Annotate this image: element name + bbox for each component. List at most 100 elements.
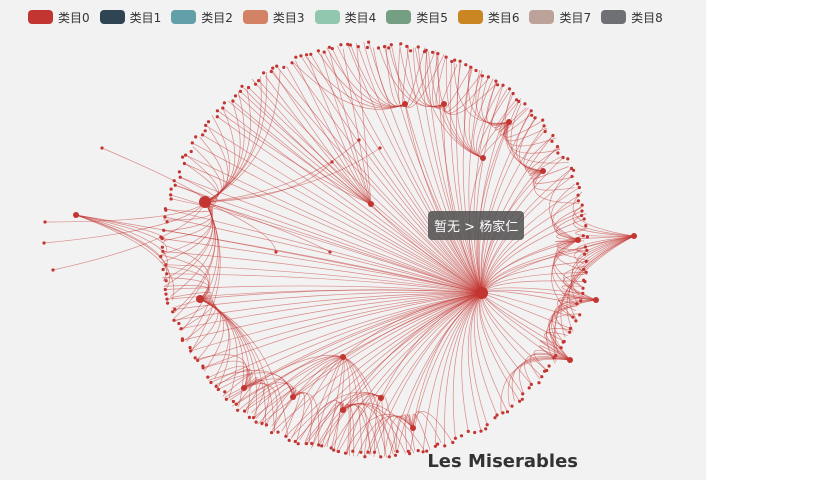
graph-node <box>231 99 235 103</box>
graph-node <box>453 436 457 440</box>
graph-node <box>556 151 560 155</box>
graph-node <box>453 58 457 62</box>
graph-node <box>372 450 377 454</box>
graph-node <box>169 197 173 201</box>
graph-edge <box>218 110 372 205</box>
graph-edge <box>204 139 360 203</box>
graph-node <box>254 420 258 424</box>
graph-node <box>330 47 334 51</box>
graph-node <box>431 50 435 54</box>
graph-node <box>433 444 437 448</box>
graph-node <box>310 441 314 446</box>
legend-label: 类目5 <box>416 10 448 25</box>
graph-edge <box>461 292 483 432</box>
graph-node <box>231 399 235 404</box>
graph-node <box>161 267 165 272</box>
graph-node <box>424 48 428 52</box>
graph-node <box>367 40 371 44</box>
graph-node <box>164 292 168 296</box>
graph-node <box>574 319 578 323</box>
graph-edge <box>184 163 483 294</box>
tooltip: 暂无 > 杨家仁 <box>428 211 525 240</box>
graph-node <box>260 421 264 425</box>
graph-node <box>290 394 296 400</box>
graph-edge <box>437 53 483 294</box>
graph-node <box>568 326 573 330</box>
graph-node <box>518 399 522 403</box>
graph-node <box>517 99 521 104</box>
graph-node <box>582 267 586 271</box>
graph-node <box>304 442 309 446</box>
legend-item-0[interactable]: 类目0 <box>28 9 90 26</box>
graph-node <box>382 45 387 49</box>
graph-node <box>581 234 585 238</box>
graph-node <box>163 207 167 211</box>
graph-node <box>389 43 393 47</box>
graph-node <box>555 145 560 149</box>
graph-node <box>568 330 572 334</box>
graph-edge <box>243 292 483 389</box>
graph-edge <box>475 70 510 125</box>
graph-edge <box>202 134 483 294</box>
graph-node <box>464 63 468 67</box>
graph-node <box>476 287 488 299</box>
tooltip-target: 杨家仁 <box>479 220 519 235</box>
graph-node <box>577 185 581 190</box>
graph-node <box>566 157 570 161</box>
graph-node <box>505 410 510 414</box>
graph-edge <box>575 235 635 240</box>
tooltip-source: 暂无 <box>434 220 461 235</box>
legend-item-2[interactable]: 类目2 <box>171 9 233 26</box>
graph-edge <box>505 121 557 147</box>
graph-edge <box>380 292 483 399</box>
graph-node <box>494 79 498 83</box>
graph-edge <box>162 251 483 294</box>
graph-edge <box>222 107 483 294</box>
graph-node <box>485 423 489 427</box>
graph-node <box>233 94 238 98</box>
legend-item-3[interactable]: 类目3 <box>242 9 305 26</box>
graph-edge <box>199 289 483 300</box>
tooltip-arrow: > <box>464 220 476 235</box>
legend-item-4[interactable]: 类目4 <box>314 9 376 26</box>
graph-edge <box>331 48 483 294</box>
graph-edge <box>435 58 446 109</box>
graph-edge <box>243 382 270 426</box>
legend-item-8[interactable]: 类目8 <box>601 9 663 26</box>
legend-item-7[interactable]: 类目7 <box>529 9 591 26</box>
legend-item-5[interactable]: 类目5 <box>386 9 448 26</box>
legend-item-1[interactable]: 类目1 <box>99 9 161 26</box>
graph-node <box>287 438 291 442</box>
graph-edge <box>320 53 372 205</box>
graph-edge <box>444 292 483 446</box>
graph-edge <box>470 292 488 425</box>
graph-edge <box>533 349 571 371</box>
graph-node <box>540 168 546 174</box>
graph-node <box>322 50 326 54</box>
graph-edge <box>185 154 483 294</box>
graph-edge <box>162 265 210 300</box>
graph-edge <box>227 100 372 205</box>
graph-edge <box>556 298 597 318</box>
graph-node <box>416 45 420 49</box>
graph-node <box>479 429 483 433</box>
graph-edge <box>235 377 258 406</box>
graph-node <box>196 358 200 362</box>
graph-node <box>161 249 165 253</box>
graph-node <box>351 449 355 453</box>
graph-node <box>224 397 228 401</box>
graph-edge <box>384 46 483 294</box>
graph-node <box>182 161 186 166</box>
graph-node <box>406 449 410 453</box>
graph-node <box>309 52 313 56</box>
graph-edge <box>481 250 587 294</box>
legend-item-6[interactable]: 类目6 <box>457 9 519 26</box>
graph-edge <box>575 229 635 237</box>
graph-node <box>436 52 440 56</box>
graph-edge <box>163 201 213 281</box>
graph-node <box>271 66 275 70</box>
graph-node <box>559 346 563 350</box>
graph-edge <box>528 147 560 175</box>
graph-edge <box>529 352 571 380</box>
graph-edge <box>300 55 483 294</box>
